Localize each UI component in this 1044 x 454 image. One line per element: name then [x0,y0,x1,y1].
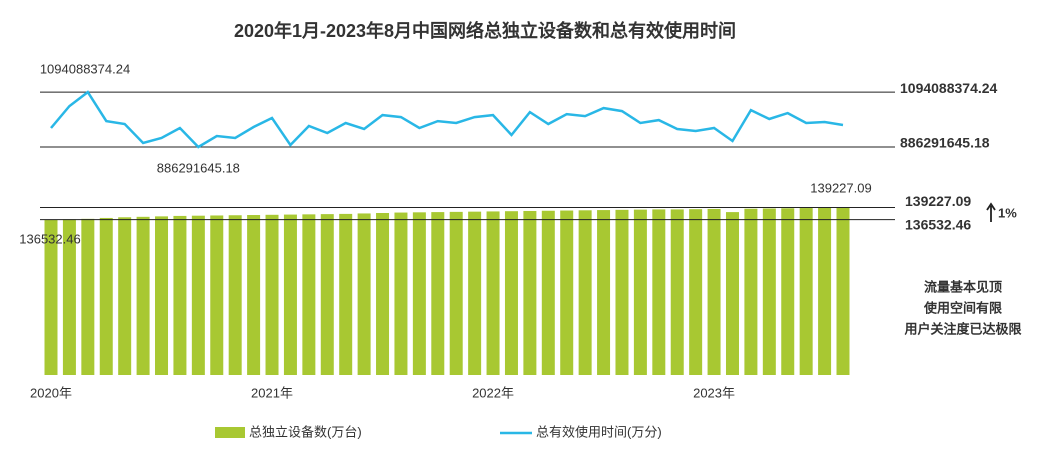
reference-label: 1094088374.24 [900,80,998,96]
bar [449,211,463,375]
x-tick-label: 2022年 [472,385,514,400]
bar [836,207,850,375]
up-arrow [986,202,996,222]
legend-label: 总独立设备数(万台) [249,424,362,439]
bar [597,210,611,375]
note-line: 流量基本见顶 [924,279,1002,294]
bar [578,210,592,375]
data-label: 1094088374.24 [40,61,130,76]
bar [670,209,684,375]
line [50,90,844,149]
bar [62,219,76,375]
bar [320,214,334,375]
bar [468,211,482,375]
reference-label: 136532.46 [905,216,971,232]
bar [173,215,187,375]
bar [394,212,408,375]
bar [228,215,242,375]
data-label: 886291645.18 [157,160,240,175]
bar [633,209,647,375]
change-label: 1% [998,205,1017,220]
bar [265,214,279,375]
bar [44,219,58,375]
bar [652,209,666,375]
data-label: 136532.46 [19,231,80,246]
bar [136,216,150,375]
x-tick-label: 2023年 [693,385,735,400]
legend-label: 总有效使用时间(万分) [536,424,662,439]
bar [560,210,574,375]
legend-swatch [215,427,245,438]
bar [302,214,316,375]
bar [486,211,500,375]
bar [615,209,629,375]
bar [707,208,721,375]
bar [523,210,537,375]
bar [210,215,224,375]
x-tick-label: 2021年 [251,385,293,400]
bar [781,208,795,375]
note-line: 用户关注度已达极限 [903,321,1022,336]
chart-title: 2020年1月-2023年8月中国网络总独立设备数和总有效使用时间 [234,20,736,41]
bar [744,208,758,375]
bar [283,214,297,375]
bar [155,216,169,375]
bar [118,217,132,375]
bar [376,213,390,375]
bar [541,210,555,375]
bar [818,207,832,375]
bar [191,215,205,375]
note-line: 使用空间有限 [923,300,1003,315]
bar [725,212,739,375]
x-tick-label: 2020年 [30,385,72,400]
bar [799,208,813,375]
bar [762,208,776,375]
reference-label: 139227.09 [905,193,971,209]
bar [357,213,371,375]
bar [431,212,445,375]
bar [99,217,113,375]
bar [689,209,703,375]
bar [504,211,518,375]
bar [81,218,95,375]
bar [247,215,261,375]
bar [412,212,426,375]
reference-label: 886291645.18 [900,135,990,151]
bar [339,213,353,375]
data-label: 139227.09 [810,180,871,195]
